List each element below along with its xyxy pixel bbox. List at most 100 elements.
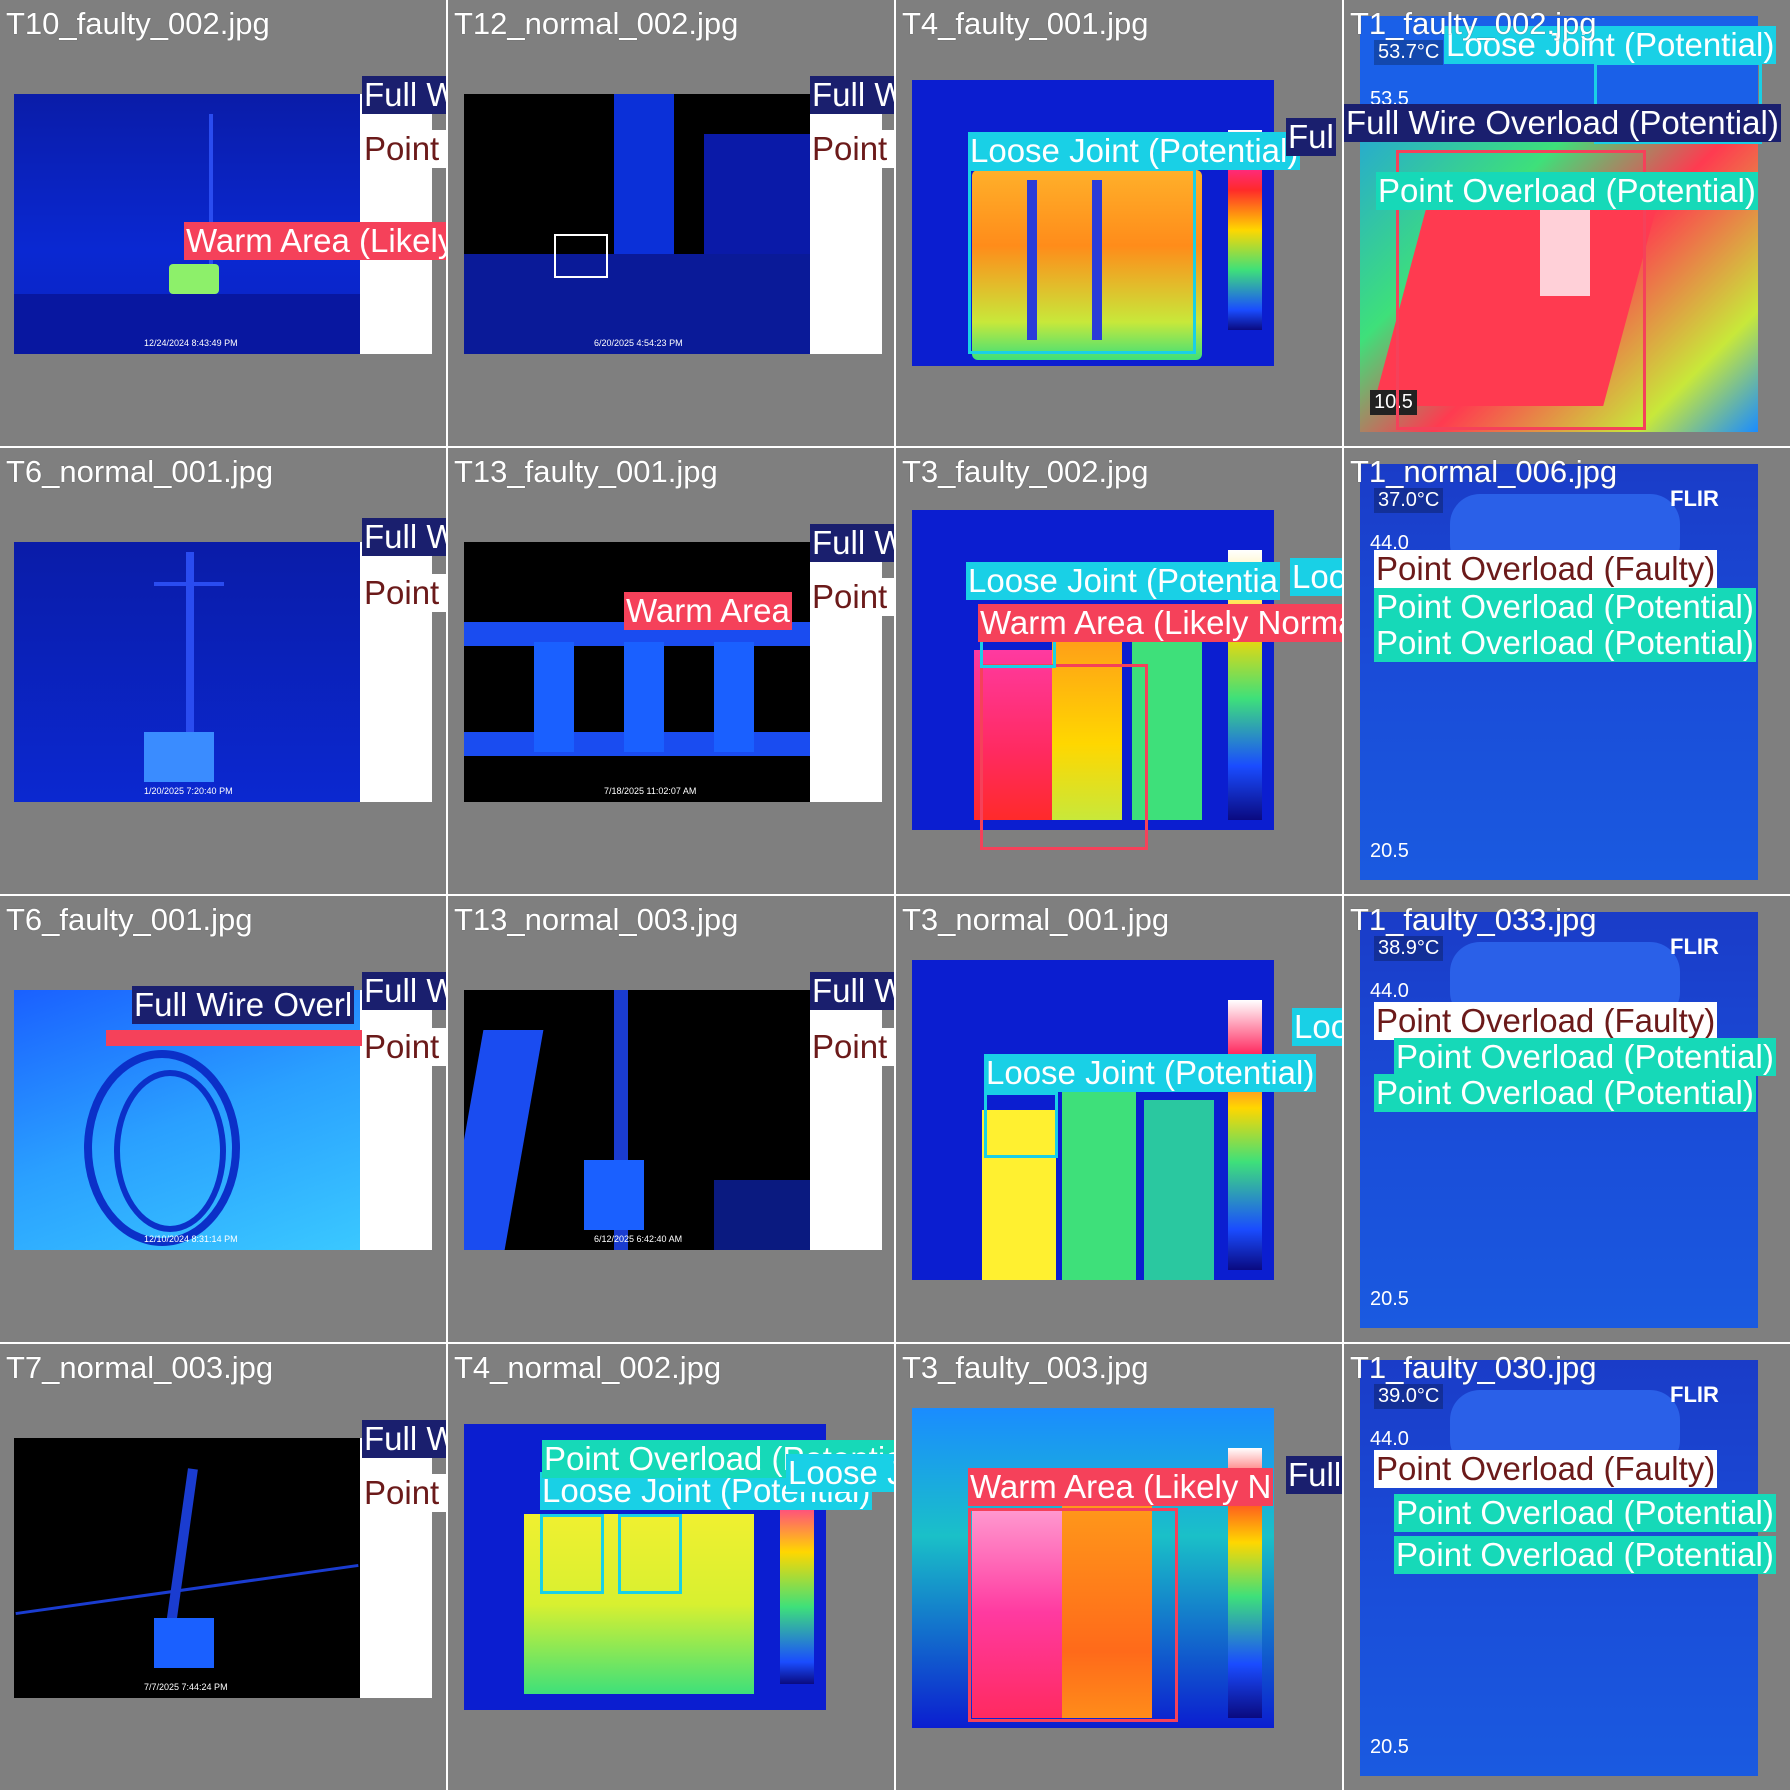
detection-box-warm-area	[106, 1030, 446, 1046]
scale-min: 20.5	[1370, 1288, 1409, 1310]
label-point-overload-faulty: Point Overload (Faulty)	[1374, 550, 1718, 588]
grid-cell[interactable]: T12_normal_002.jpg 6/20/2025 4:54:23 PM …	[448, 0, 896, 448]
label-point-overload-faulty: Point Overload (Faulty)	[362, 1028, 446, 1066]
label-point-overload-faulty: Point Overload (Faulty)	[810, 1028, 894, 1066]
grid-cell[interactable]: T10_faulty_002.jpg 12/24/2024 8:43:49 PM…	[0, 0, 448, 448]
label-full-wire-overload: Full Wire Overl	[132, 986, 355, 1024]
label-point-overload-potential: Point Overload (Potential)	[1374, 588, 1756, 626]
flir-logo: FLIR	[1670, 486, 1719, 511]
grid-cell[interactable]: T3_normal_001.jpg Loose Joint (Potential…	[896, 896, 1344, 1344]
label-loose-joint: Loose Joint (Potentia	[966, 562, 1281, 600]
timestamp: 7/18/2025 11:02:07 AM	[604, 786, 697, 796]
label-full-wire-overload: Full Wire Overload (Potential	[362, 518, 446, 556]
label-full-wire-overload: Ful	[1286, 118, 1336, 156]
flir-logo: FLIR	[1670, 934, 1719, 959]
filename-label: T10_faulty_002.jpg	[6, 6, 270, 41]
grid-cell[interactable]: 38.9°C FLIR 44.0 20.5 T1_faulty_033.jpg …	[1344, 896, 1792, 1344]
label-warm-area: Warm Area (Likely Norma	[978, 604, 1342, 642]
temperature-readout: 53.7°C	[1374, 40, 1444, 65]
temperature-readout: 38.9°C	[1374, 936, 1444, 961]
label-point-overload-faulty: Point Over	[810, 578, 894, 616]
grid-cell[interactable]: T13_faulty_001.jpg 7/18/2025 11:02:07 AM…	[448, 448, 896, 896]
scale-max: 44.0	[1370, 1428, 1409, 1450]
thermal-image: 6/20/2025 4:54:23 PM	[464, 94, 810, 354]
grid-cell[interactable]: T4_faulty_001.jpg Loose Joint (Potential…	[896, 0, 1344, 448]
filename-label: T6_normal_001.jpg	[6, 454, 274, 489]
label-loose-joint: Loose Joint (Potential)	[984, 1054, 1317, 1092]
grid-cell[interactable]: T4_normal_002.jpg Loose Joint (Potential…	[448, 1344, 896, 1792]
label-full-wire-overload: Full Wire Overload (Potential)	[1344, 104, 1781, 142]
timestamp: 12/24/2024 8:43:49 PM	[144, 338, 238, 348]
label-full-wire-overload: Full Wire Overload (Potential)	[810, 972, 894, 1010]
filename-label: T7_normal_003.jpg	[6, 1350, 274, 1385]
scale-min: 10.5	[1370, 390, 1417, 415]
detection-box-loose-joint	[984, 1092, 1058, 1158]
grid-cell[interactable]: 39.0°C FLIR 44.0 20.5 T1_faulty_030.jpg …	[1344, 1344, 1792, 1792]
label-point-overload-faulty: Point Over	[810, 130, 894, 168]
grid-cell[interactable]: T3_faulty_002.jpg Loose Joint (Potentia …	[896, 448, 1344, 896]
label-full-wire-overload: Full Wire Overload (Potential)	[362, 1420, 446, 1458]
thermal-image: 7/7/2025 7:44:24 PM	[14, 1438, 360, 1698]
label-point-overload-faulty: Point Overl	[362, 1474, 446, 1512]
filename-label: T4_normal_002.jpg	[454, 1350, 722, 1385]
label-point-overload-potential-2: Point Overload (Potential)	[1374, 624, 1756, 662]
label-point-overload-faulty: Point Overload (Faulty)	[1374, 1450, 1718, 1488]
detection-box-warm-area	[980, 664, 1148, 850]
label-warm-area: Warm Area (Likely Normal)	[184, 222, 446, 260]
flir-logo: FLIR	[1670, 1382, 1719, 1407]
thermal-image	[912, 960, 1274, 1280]
label-point-overload-faulty: Point Overload (Faulty)	[1374, 1002, 1718, 1040]
timestamp: 12/10/2024 8:31:14 PM	[144, 1234, 238, 1244]
label-loose-joint-2: Loose	[1290, 558, 1342, 596]
grid-cell[interactable]: T3_faulty_003.jpg Warm Area (Likely N Fu…	[896, 1344, 1344, 1792]
label-warm-area: Warm Area (Likely N	[968, 1468, 1274, 1506]
grid-cell[interactable]: T6_normal_001.jpg 1/20/2025 7:20:40 PM F…	[0, 448, 448, 896]
filename-label: T13_normal_003.jpg	[454, 902, 739, 937]
label-warm-area: Warm Area	[624, 592, 792, 630]
label-point-overload-potential: Point Overload (Potential)	[1376, 172, 1758, 210]
label-full-wire-overload: Full W	[1286, 1456, 1342, 1494]
filename-label: T3_faulty_003.jpg	[902, 1350, 1149, 1385]
grid-cell[interactable]: T6_faulty_001.jpg 12/10/2024 8:31:14 PM …	[0, 896, 448, 1344]
thermal-image: 37.0°C FLIR 44.0 20.5	[1360, 464, 1758, 880]
thermal-image: 6/12/2025 6:42:40 AM	[464, 990, 810, 1250]
label-point-overload-potential-2: Point Overload (Potential)	[1374, 1074, 1756, 1112]
label-full-wire-overload-2: Full Wire Overload (Potential	[362, 972, 446, 1010]
grid-cell[interactable]: T13_normal_003.jpg 6/12/2025 6:42:40 AM …	[448, 896, 896, 1344]
label-point-overload-potential: Point Overload (Potential)	[1394, 1038, 1776, 1076]
detection-box-warm-area	[968, 1508, 1178, 1722]
grid-cell[interactable]: T7_normal_003.jpg 7/7/2025 7:44:24 PM Fu…	[0, 1344, 448, 1792]
label-loose-joint-2: Loose	[1292, 1008, 1342, 1046]
scale-max: 44.0	[1370, 980, 1409, 1002]
label-point-overload-potential-2: Point Overload (Potential)	[1394, 1536, 1776, 1574]
thermal-image: 1/20/2025 7:20:40 PM	[14, 542, 360, 802]
filename-label: T6_faulty_001.jpg	[6, 902, 253, 937]
filename-label: T1_faulty_033.jpg	[1350, 902, 1597, 937]
scale-max: 44.0	[1370, 532, 1409, 554]
label-point-overload-potential: Point Overload (Potential)	[1394, 1494, 1776, 1532]
filename-label: T12_normal_002.jpg	[454, 6, 739, 41]
timestamp: 6/20/2025 4:54:23 PM	[594, 338, 683, 348]
label-full-wire-overload: Full Wire Overload (Potential)	[810, 76, 894, 114]
label-full-wire-overload: Full Wire Overload (Potential)	[810, 524, 894, 562]
temperature-readout: 37.0°C	[1374, 488, 1444, 513]
filename-label: T3_normal_001.jpg	[902, 902, 1170, 937]
grid-cell[interactable]: 53.7°C 53.5 10.5 T1_faulty_002.jpg Loose…	[1344, 0, 1792, 448]
detection-box-loose-joint-2	[618, 1514, 682, 1594]
timestamp: 6/12/2025 6:42:40 AM	[594, 1234, 683, 1244]
filename-label: T1_faulty_030.jpg	[1350, 1350, 1597, 1385]
scale-min: 20.5	[1370, 1736, 1409, 1758]
temperature-readout: 39.0°C	[1374, 1384, 1444, 1409]
label-point-overload-faulty: Point Overload (Faulty)	[362, 574, 446, 612]
label-full-wire-overload: Full Wire Overload (Potential	[362, 76, 446, 114]
label-loose-joint: Loose Joint (Potential)	[968, 132, 1301, 170]
detection-box-point-overload	[1396, 150, 1646, 430]
thermal-image: 7/18/2025 11:02:07 AM	[464, 542, 810, 802]
label-loose-joint-2: Loose Jo	[786, 1454, 894, 1492]
grid-cell[interactable]: 37.0°C FLIR 44.0 20.5 T1_normal_006.jpg …	[1344, 448, 1792, 896]
filename-label: T4_faulty_001.jpg	[902, 6, 1149, 41]
filename-label: T13_faulty_001.jpg	[454, 454, 718, 489]
detection-box-loose-joint	[968, 168, 1196, 354]
thermal-image: 12/10/2024 8:31:14 PM	[14, 990, 360, 1250]
